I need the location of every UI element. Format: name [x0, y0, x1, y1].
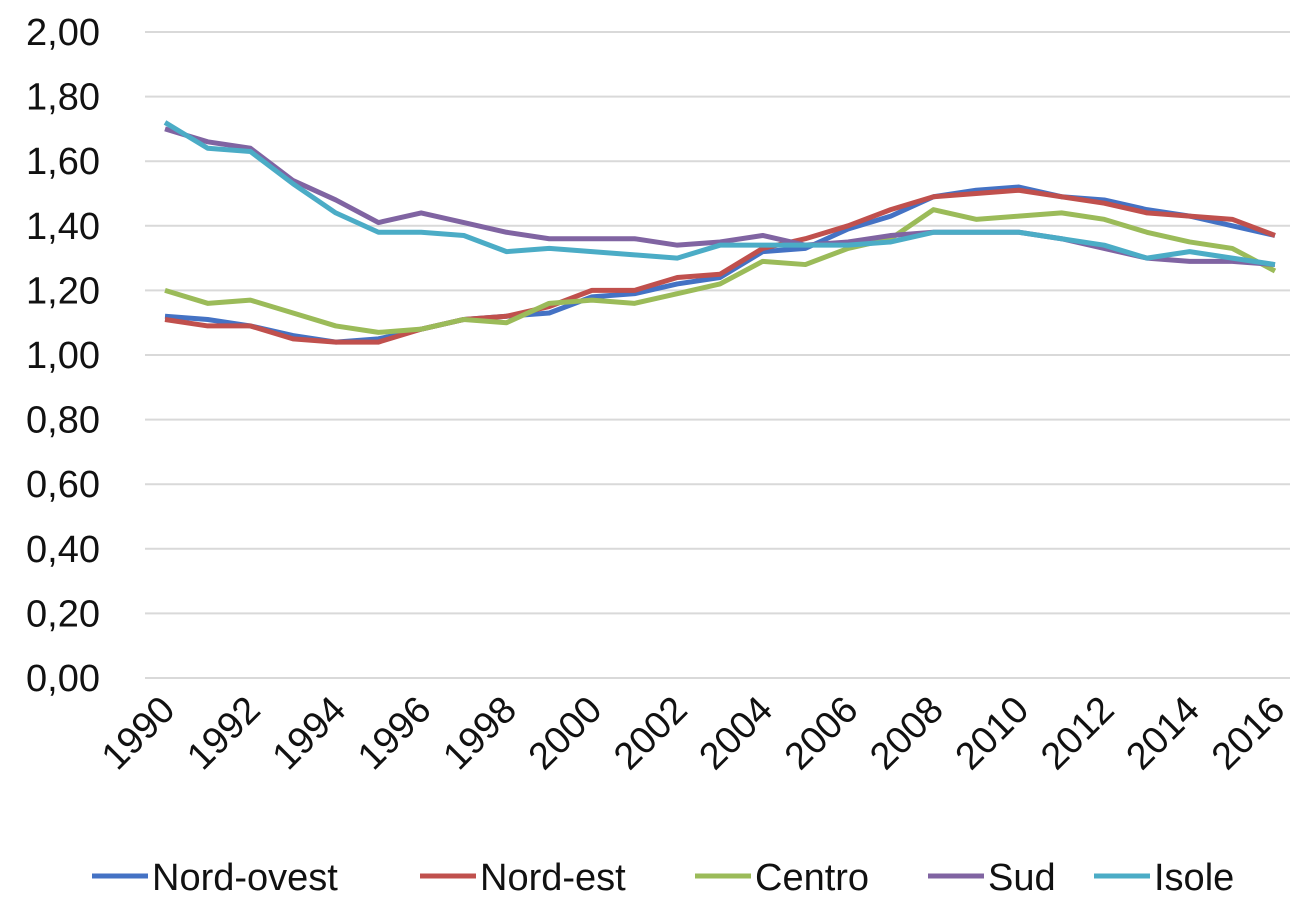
x-tick-label: 2012 [1033, 689, 1122, 778]
x-tick-label: 2008 [862, 689, 951, 778]
y-tick-label: 1,60 [26, 141, 100, 183]
legend-label: Sud [988, 857, 1056, 897]
x-tick-label: 2004 [692, 689, 781, 778]
y-tick-label: 1,40 [26, 206, 100, 248]
legend-label: Centro [755, 857, 869, 897]
x-tick-label: 2000 [521, 689, 610, 778]
x-tick-label: 2016 [1204, 689, 1290, 778]
y-tick-label: 0,80 [26, 400, 100, 442]
legend-label: Nord-ovest [152, 857, 338, 897]
y-tick-label: 0,00 [26, 658, 100, 700]
y-tick-label: 1,20 [26, 270, 100, 312]
legend-label: Nord-est [480, 857, 626, 897]
x-tick-label: 1990 [94, 689, 183, 778]
x-tick-label: 1992 [179, 689, 268, 778]
x-tick-label: 1996 [350, 689, 439, 778]
y-tick-label: 1,80 [26, 77, 100, 119]
series-line [164, 187, 1276, 345]
y-tick-label: 0,60 [26, 464, 100, 506]
y-tick-label: 1,00 [26, 335, 100, 377]
series-line [163, 120, 1276, 268]
x-tick-label: 2010 [948, 689, 1037, 778]
x-tick-label: 2006 [777, 689, 866, 778]
y-tick-label: 0,20 [26, 593, 100, 635]
x-tick-label: 1994 [265, 689, 354, 778]
y-tick-label: 0,40 [26, 529, 100, 571]
y-tick-label: 2,00 [26, 12, 100, 54]
series-line [164, 207, 1277, 335]
x-tick-label: 2014 [1118, 689, 1207, 778]
x-tick-label: 1998 [435, 689, 524, 778]
x-tick-label: 2002 [606, 689, 695, 778]
legend-label: Isole [1154, 857, 1234, 897]
